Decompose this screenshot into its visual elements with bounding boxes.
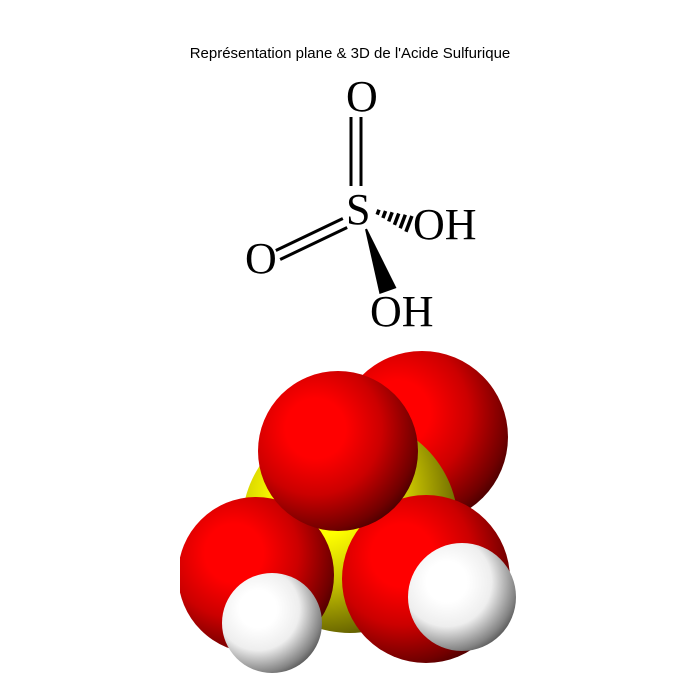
atom-sulfur-center: S: [346, 188, 370, 232]
page-title: Représentation plane & 3D de l'Acide Sul…: [0, 45, 700, 62]
atom-hydroxyl-bottom: OH: [370, 290, 434, 334]
molecule-3d-model: [180, 345, 520, 675]
atom-3d-h: [222, 573, 322, 673]
space-filling-model: [180, 345, 520, 675]
atom-3d-h: [408, 543, 516, 651]
structural-formula: O S O OH OH: [190, 75, 510, 335]
atom-hydroxyl-right: OH: [413, 203, 477, 247]
atom-oxygen-top: O: [346, 75, 378, 119]
atom-oxygen-left: O: [245, 237, 277, 281]
atom-3d-o: [258, 371, 418, 531]
